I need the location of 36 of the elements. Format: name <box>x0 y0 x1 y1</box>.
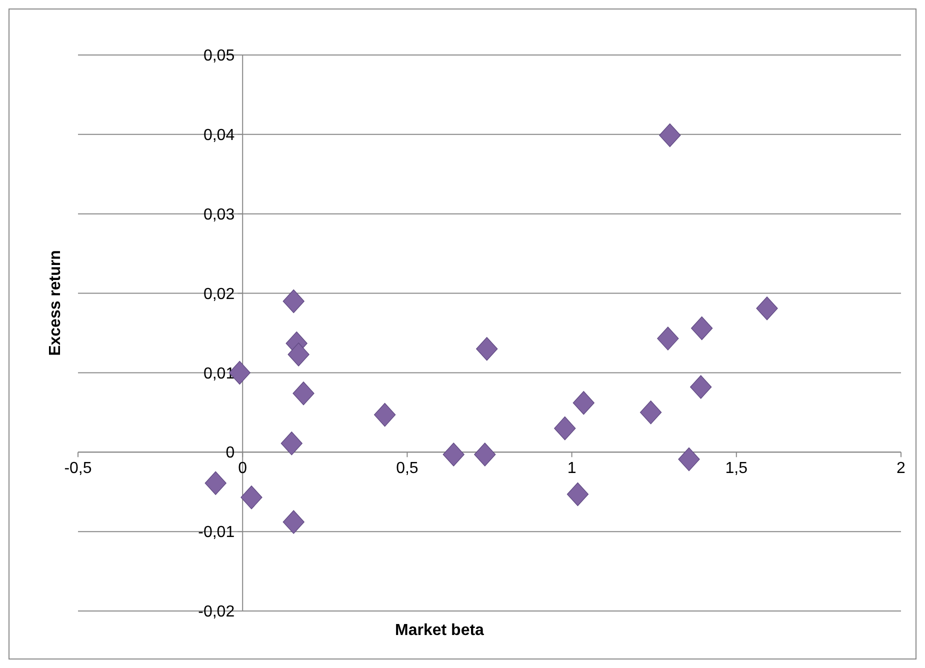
y-tick-label: 0,03 <box>203 206 235 224</box>
x-tick-label: 0 <box>238 460 248 478</box>
y-tick-label: -0,01 <box>198 524 235 542</box>
point <box>282 289 304 314</box>
y-tick-label: 0 <box>226 444 235 462</box>
point <box>282 510 304 534</box>
point <box>240 486 262 510</box>
point <box>690 375 712 399</box>
y-tick-label: 0,05 <box>203 48 235 65</box>
point <box>566 482 589 506</box>
point <box>659 123 681 148</box>
point <box>280 432 302 456</box>
x-tick-label: 1 <box>567 460 576 478</box>
point <box>640 400 662 424</box>
x-axis-title: Market beta <box>395 622 484 639</box>
point <box>474 442 496 466</box>
y-axis-title: Excess return <box>47 250 64 356</box>
point <box>554 416 576 440</box>
x-tick-label: 2 <box>896 460 906 478</box>
y-tick-label: 0,02 <box>203 286 235 303</box>
x-tick-label: 0,5 <box>396 460 418 478</box>
point <box>572 391 594 415</box>
point <box>657 326 679 350</box>
point <box>204 471 226 495</box>
x-tick-label: -0,5 <box>64 460 92 478</box>
point <box>374 402 396 427</box>
point <box>476 337 498 361</box>
point <box>756 296 778 320</box>
point <box>691 316 713 340</box>
point <box>292 382 314 406</box>
point <box>678 447 700 472</box>
y-tick-label: 0,04 <box>203 127 235 144</box>
point <box>288 342 310 366</box>
x-tick-label: 1,5 <box>725 460 748 478</box>
y-tick-label: -0,02 <box>198 604 235 621</box>
point <box>442 442 464 466</box>
